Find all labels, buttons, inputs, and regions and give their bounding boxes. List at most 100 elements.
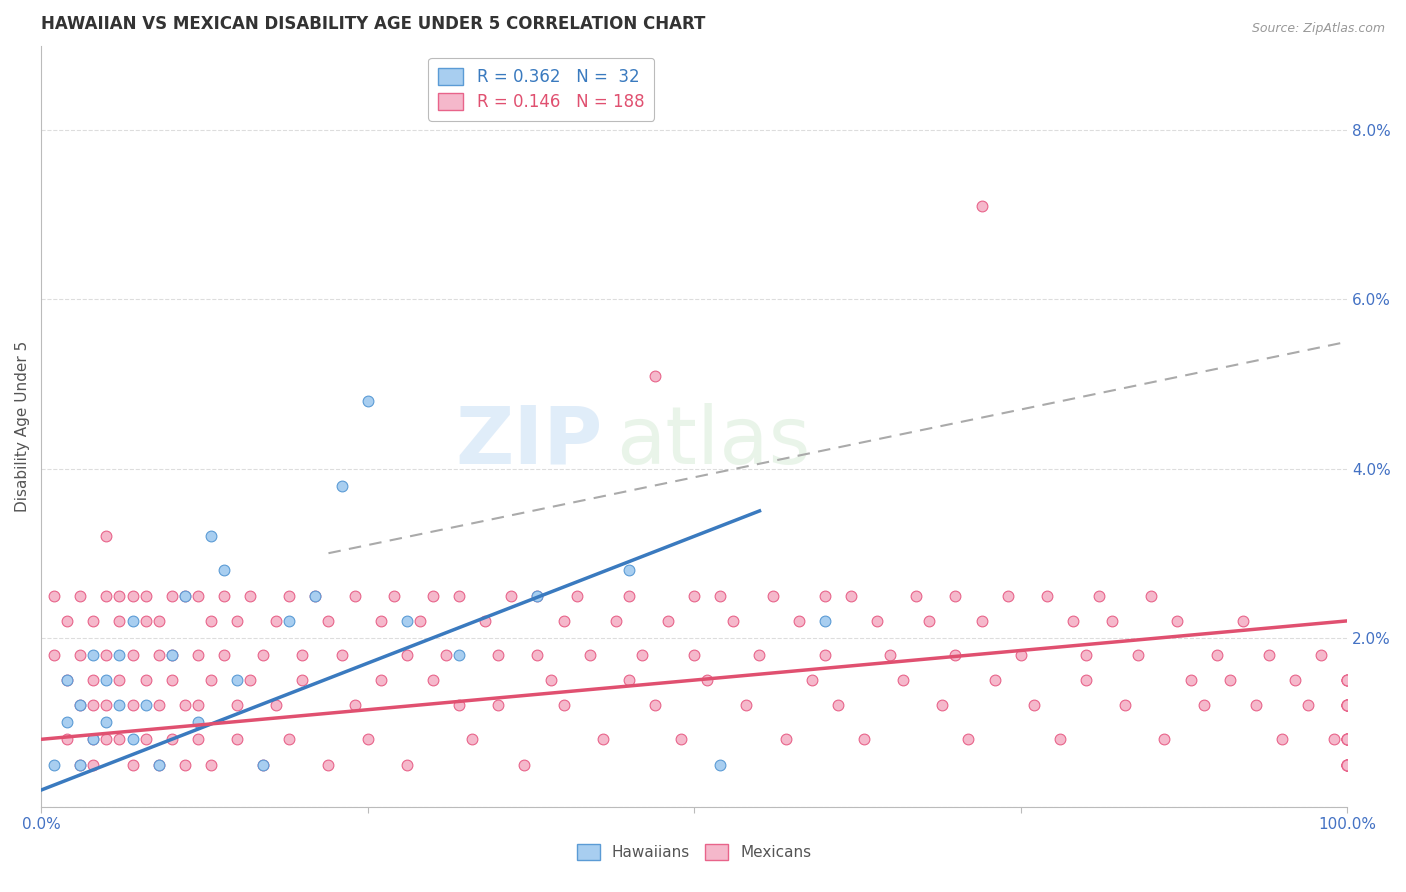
Text: Source: ZipAtlas.com: Source: ZipAtlas.com (1251, 22, 1385, 36)
Point (970, 199, 993, 213)
Point (395, 648, 418, 662)
Point (108, 673, 131, 687)
Point (69, 757, 91, 772)
Point (1336, 732, 1358, 747)
Point (839, 589, 862, 603)
Point (605, 614, 627, 628)
Point (1336, 673, 1358, 687)
Point (879, 648, 901, 662)
Point (449, 648, 471, 662)
Point (96, 589, 118, 603)
Point (1336, 757, 1358, 772)
Point (540, 673, 562, 687)
Point (226, 673, 249, 687)
Point (148, 757, 170, 772)
Point (434, 648, 457, 662)
Point (121, 614, 143, 628)
Point (1219, 673, 1241, 687)
Point (160, 589, 183, 603)
Point (748, 648, 770, 662)
Point (173, 589, 195, 603)
Point (761, 589, 783, 603)
Point (121, 648, 143, 662)
Point (69, 757, 91, 772)
Point (264, 698, 287, 713)
Point (1336, 698, 1358, 713)
Point (1153, 732, 1175, 747)
Point (526, 589, 548, 603)
Point (1336, 757, 1358, 772)
Text: HAWAIIAN VS MEXICAN DISABILITY AGE UNDER 5 CORRELATION CHART: HAWAIIAN VS MEXICAN DISABILITY AGE UNDER… (41, 15, 706, 33)
Point (1336, 673, 1358, 687)
Point (931, 698, 953, 713)
Point (592, 732, 614, 747)
Point (264, 614, 287, 628)
Point (1010, 648, 1032, 662)
Point (291, 673, 314, 687)
Point (891, 673, 914, 687)
Point (278, 732, 301, 747)
Point (526, 648, 548, 662)
Point (983, 673, 1005, 687)
Point (1336, 698, 1358, 713)
Point (56, 673, 79, 687)
Point (526, 589, 548, 603)
Point (200, 529, 222, 543)
Point (304, 589, 326, 603)
Point (735, 698, 758, 713)
Point (343, 589, 366, 603)
Point (814, 648, 837, 662)
Point (173, 698, 195, 713)
Point (1180, 673, 1202, 687)
Point (226, 614, 249, 628)
Point (683, 589, 706, 603)
Point (330, 478, 353, 492)
Point (853, 732, 876, 747)
Point (800, 673, 823, 687)
Point (1323, 732, 1346, 747)
Point (56, 614, 79, 628)
Point (370, 673, 392, 687)
Point (814, 614, 837, 628)
Point (1336, 673, 1358, 687)
Point (69, 589, 91, 603)
Point (135, 732, 157, 747)
Point (696, 673, 718, 687)
Point (135, 673, 157, 687)
Point (827, 698, 849, 713)
Point (1166, 614, 1188, 628)
Point (108, 648, 131, 662)
Point (356, 393, 378, 408)
Point (1336, 732, 1358, 747)
Point (669, 732, 692, 747)
Point (318, 614, 340, 628)
Point (578, 648, 600, 662)
Point (121, 698, 143, 713)
Point (683, 648, 706, 662)
Point (44, 589, 66, 603)
Point (409, 614, 432, 628)
Point (1336, 757, 1358, 772)
Point (121, 757, 143, 772)
Point (1336, 732, 1358, 747)
Point (1232, 614, 1254, 628)
Point (44, 648, 66, 662)
Point (787, 614, 810, 628)
Point (1022, 698, 1045, 713)
Point (486, 698, 509, 713)
Point (1074, 673, 1097, 687)
Point (69, 648, 91, 662)
Point (565, 589, 588, 603)
Point (56, 715, 79, 730)
Point (1336, 757, 1358, 772)
Point (513, 757, 536, 772)
Point (617, 563, 640, 577)
Point (1205, 648, 1227, 662)
Point (553, 698, 575, 713)
Point (82, 757, 104, 772)
Point (82, 698, 104, 713)
Point (56, 732, 79, 747)
Text: atlas: atlas (616, 402, 810, 481)
Point (278, 614, 301, 628)
Point (96, 698, 118, 713)
